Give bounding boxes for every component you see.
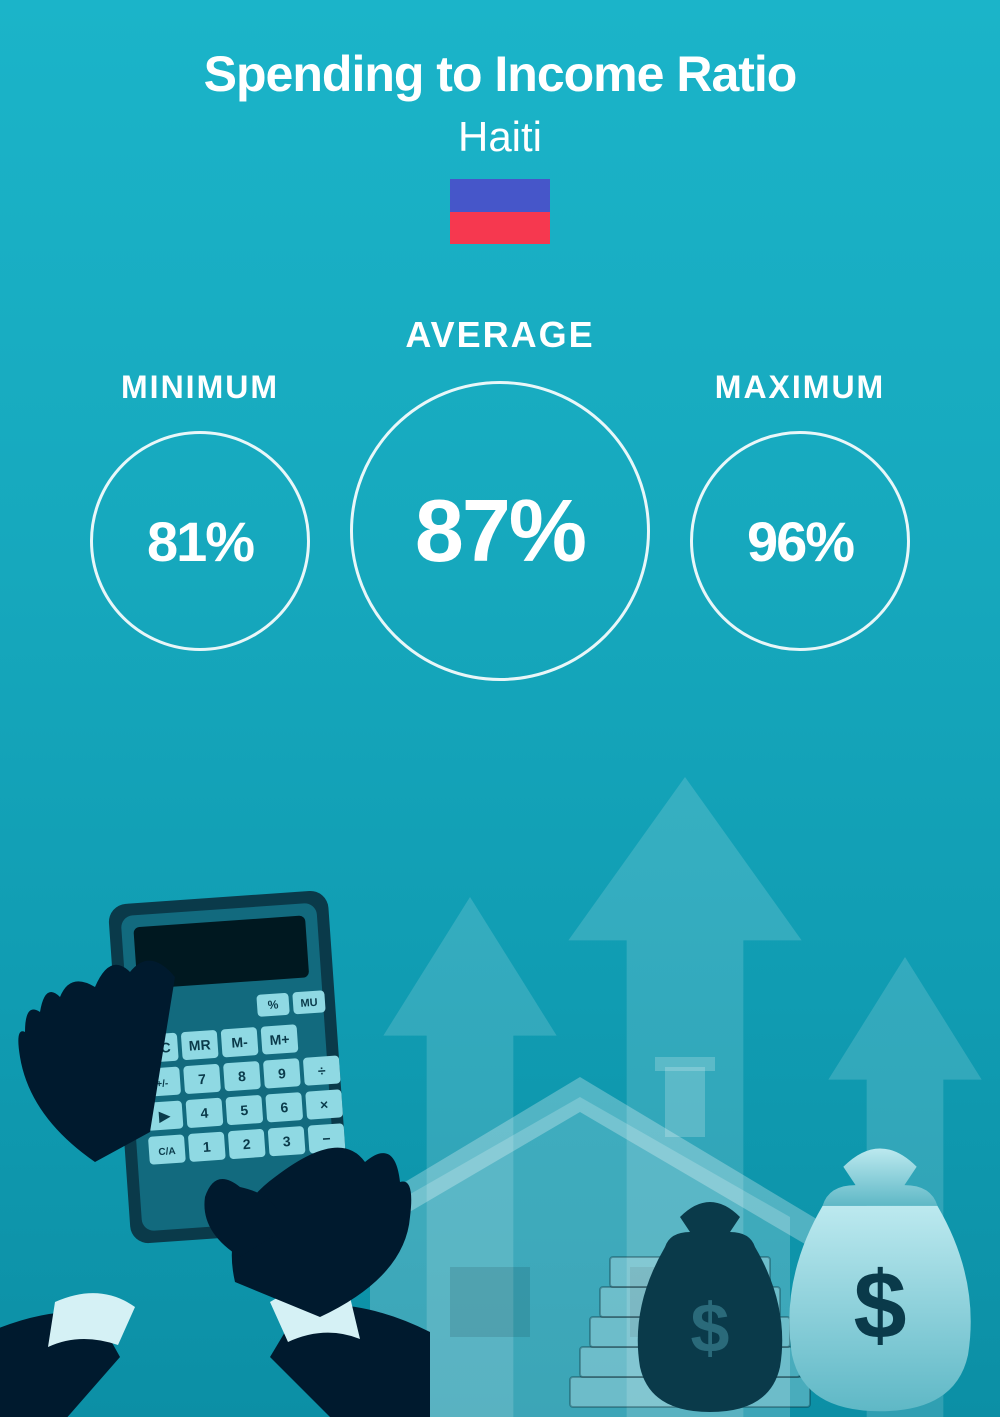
stat-minimum-label: MINIMUM [90,369,310,406]
stat-average-value: 87% [415,480,585,582]
svg-text:3: 3 [282,1133,291,1150]
svg-text:M-: M- [231,1034,249,1051]
stat-maximum-label: MAXIMUM [690,369,910,406]
illustration: $ $ % [0,777,1000,1417]
svg-text:−: − [322,1130,331,1147]
stats-row: MINIMUM 81% AVERAGE 87% MAXIMUM 96% [0,314,1000,681]
stat-average-label: AVERAGE [350,314,650,356]
svg-text:MU: MU [300,997,318,1010]
stat-minimum: MINIMUM 81% [90,369,310,651]
svg-text:$: $ [853,1253,906,1359]
svg-text:$: $ [691,1289,730,1367]
svg-text:1: 1 [202,1139,211,1156]
page-title: Spending to Income Ratio [0,45,1000,103]
svg-text:×: × [320,1096,329,1113]
svg-text:5: 5 [240,1102,249,1119]
svg-text:7: 7 [198,1071,207,1088]
svg-text:C/A: C/A [158,1146,176,1158]
svg-text:6: 6 [280,1099,289,1116]
header: Spending to Income Ratio Haiti [0,0,1000,244]
stat-average-circle: 87% [350,381,650,681]
stat-minimum-value: 81% [147,509,253,574]
svg-text:MR: MR [188,1036,211,1053]
svg-text:2: 2 [242,1136,251,1153]
svg-text:9: 9 [277,1065,286,1082]
flag-bottom-stripe [450,212,550,245]
svg-text:M+: M+ [269,1031,290,1048]
stat-minimum-circle: 81% [90,431,310,651]
svg-text:8: 8 [238,1068,247,1085]
svg-text:4: 4 [200,1105,209,1122]
svg-text:%: % [267,997,279,1012]
stat-maximum: MAXIMUM 96% [690,369,910,651]
stat-maximum-value: 96% [747,509,853,574]
svg-text:÷: ÷ [317,1062,326,1079]
subtitle: Haiti [0,113,1000,161]
hands-calculator-icon: % MU MCMRM-M++/-789÷▶456×C/A123− [0,917,430,1417]
stat-maximum-circle: 96% [690,431,910,651]
stat-average: AVERAGE 87% [350,314,650,681]
flag-top-stripe [450,179,550,212]
haiti-flag-icon [450,179,550,244]
money-bag-icon: $ [770,1117,990,1417]
